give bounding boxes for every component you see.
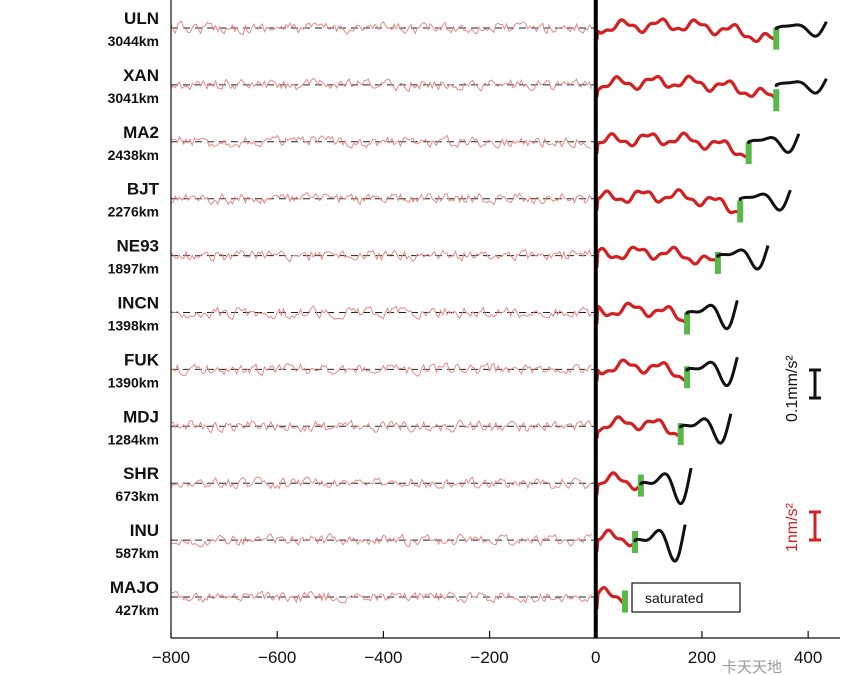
seismic-wave-uln (774, 21, 828, 38)
station-name-bjt: BJT (127, 180, 160, 199)
traces-layer (170, 0, 828, 638)
prompt-signal-majo (595, 586, 627, 610)
station-distance-shr: 673km (115, 488, 159, 504)
x-tick-label: 0 (591, 648, 600, 667)
scale-bar-acceleration-large: 0.1mm/s² (784, 355, 821, 422)
x-axis: −800−600−400−2000200400Time relative to … (152, 0, 840, 667)
station-name-uln: ULN (124, 9, 159, 28)
trace-ma2 (170, 131, 801, 165)
station-distance-fuk: 1390km (108, 374, 159, 390)
prompt-signal-xan (595, 74, 778, 102)
seismic-wave-bjt (738, 189, 792, 212)
pre-event-signal-fuk (170, 362, 592, 377)
station-distance-bjt: 2276km (108, 204, 159, 220)
prompt-signal-fuk (595, 358, 688, 383)
seismic-wave-ma2 (747, 133, 801, 154)
pre-event-signal-ne93 (170, 248, 592, 263)
station-name-inu: INU (130, 521, 159, 540)
saturated-note: saturated (631, 582, 741, 613)
seismic-wave-mdj (679, 413, 733, 445)
trace-shr (170, 467, 693, 506)
prompt-signal-ma2 (595, 131, 748, 159)
prompt-signal-incn (595, 301, 689, 326)
pre-event-signal-bjt (170, 191, 592, 206)
pre-event-signal-majo (170, 590, 592, 604)
trace-fuk (170, 356, 739, 389)
station-distance-ma2: 2438km (108, 147, 159, 163)
seismic-wave-ne93 (716, 245, 770, 271)
pre-event-signal-mdj (170, 419, 592, 434)
prompt-signal-bjt (595, 188, 741, 215)
pre-event-signal-shr (170, 476, 592, 490)
trace-xan (170, 74, 828, 112)
station-name-xan: XAN (123, 66, 159, 85)
pre-event-signal-xan (170, 77, 592, 93)
station-name-shr: SHR (123, 464, 159, 483)
scale-label-black: 0.1mm/s² (784, 355, 801, 422)
x-tick-label: −400 (364, 648, 402, 667)
x-tick-label: −200 (470, 648, 508, 667)
station-name-ne93: NE93 (116, 237, 159, 256)
watermark: 卡天天地 (722, 659, 782, 675)
trace-majo (170, 586, 628, 613)
seismic-wave-fuk (685, 356, 739, 388)
prompt-signal-shr (595, 471, 642, 496)
seismic-wave-xan (774, 77, 828, 95)
station-name-fuk: FUK (124, 350, 160, 369)
station-distance-xan: 3041km (108, 90, 159, 106)
station-distance-inu: 587km (115, 545, 159, 561)
station-name-majo: MAJO (110, 578, 159, 597)
prompt-signal-mdj (595, 415, 682, 439)
trace-uln (170, 17, 828, 50)
station-name-mdj: MDJ (123, 407, 159, 426)
station-distance-ne93: 1897km (108, 261, 159, 277)
prompt-signal-inu (595, 528, 636, 553)
station-labels: ULN 3044km XAN 3041km MA2 2438km BJT 2276km NE93… (108, 9, 160, 618)
seismic-wave-shr (639, 467, 693, 506)
station-distance-majo: 427km (115, 602, 159, 618)
pre-event-signal-inu (170, 532, 592, 548)
station-distance-mdj: 1284km (108, 431, 159, 447)
seismic-wave-incn (685, 300, 739, 331)
x-tick-label: −600 (258, 648, 296, 667)
trace-incn (170, 300, 739, 335)
trace-inu (170, 524, 687, 563)
saturated-label: saturated (645, 590, 703, 606)
station-distance-incn: 1398km (108, 318, 159, 334)
trace-bjt (170, 188, 792, 223)
prompt-signal-ne93 (595, 245, 719, 268)
x-tick-label: 200 (688, 648, 716, 667)
seismic-wave-inu (633, 524, 687, 563)
station-distance-uln: 3044km (108, 33, 159, 49)
x-tick-label: 400 (794, 648, 822, 667)
station-name-incn: INCN (117, 294, 159, 313)
trace-mdj (170, 413, 733, 446)
prompt-signal-uln (595, 17, 777, 43)
trace-ne93 (170, 245, 770, 274)
pre-event-signal-uln (170, 20, 592, 36)
pre-event-signal-ma2 (170, 134, 592, 149)
pre-event-signal-incn (170, 305, 592, 321)
station-name-ma2: MA2 (123, 123, 159, 142)
scale-bar-acceleration-small: 1nm/s² (784, 502, 821, 552)
x-tick-label: −800 (152, 648, 190, 667)
scale-label-red: 1nm/s² (784, 502, 801, 552)
